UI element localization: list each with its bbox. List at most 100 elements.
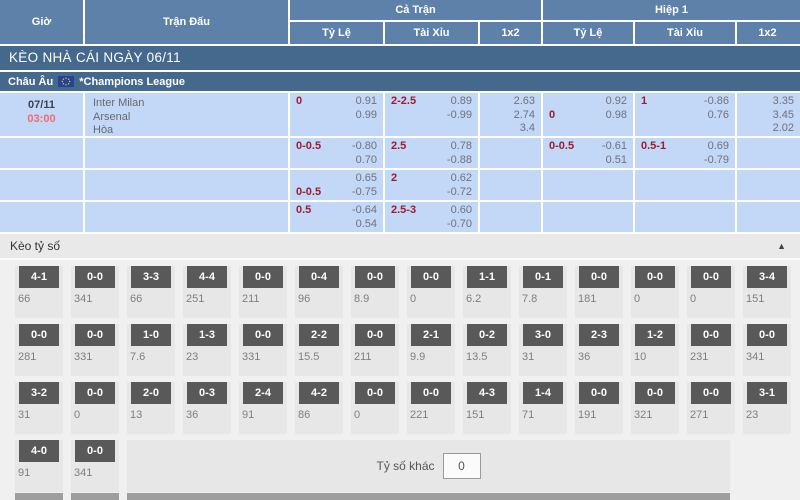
ft-over-under-cell[interactable]: 2-2.5 0.89 -0.99: [385, 93, 480, 138]
score-bet-cell[interactable]: 0-0 191: [575, 382, 623, 434]
ft-handicap-cell[interactable]: 0-0.5 -0.80 0.70: [290, 138, 385, 170]
cutoff-wide-panel: [127, 493, 730, 500]
handicap-label: 2.5-3: [391, 204, 417, 216]
score-bet-cell[interactable]: 0-0 271: [687, 382, 735, 434]
score-odds-value: 71: [522, 409, 535, 421]
score-bet-cell[interactable]: 3-1 23: [743, 382, 791, 434]
score-grid: 4-1 66 0-0 341 3-3 66 4-4 251 0-0 211 0-4 96 0-0 8.9 0…: [0, 260, 800, 492]
odds-line: 1 -0.86: [641, 95, 729, 109]
score-bet-cell[interactable]: 0-2 13.5: [463, 324, 511, 376]
score-bet-cell[interactable]: 3-3 66: [127, 266, 175, 318]
score-section-header[interactable]: Kèo tỷ số ▲: [0, 234, 800, 260]
score-chip: 3-2: [19, 382, 59, 404]
odds-line: 0.99: [296, 109, 377, 123]
h1-over-under-cell[interactable]: [635, 170, 737, 202]
score-bet-cell[interactable]: 0-0 8.9: [351, 266, 399, 318]
h1-handicap-cell[interactable]: [543, 202, 635, 234]
ft-handicap-cell[interactable]: 0 0.91 0.99: [290, 93, 385, 138]
score-bet-cell[interactable]: 4-4 251: [183, 266, 231, 318]
odds-value: -0.79: [703, 153, 729, 166]
score-bet-cell[interactable]: 1-2 10: [631, 324, 679, 376]
score-bet-cell[interactable]: 0-0 211: [351, 324, 399, 376]
time-cell: [0, 202, 85, 234]
odds-value: 0.92: [605, 95, 627, 107]
h1-over-under-cell[interactable]: [635, 202, 737, 234]
score-bet-cell[interactable]: 0-0 181: [575, 266, 623, 318]
score-bet-cell[interactable]: 4-2 86: [295, 382, 343, 434]
score-bet-cell[interactable]: 0-0 341: [71, 266, 119, 318]
score-odds-value: 23: [746, 409, 759, 421]
ft-over-under-cell[interactable]: 2 0.62 -0.72: [385, 170, 480, 202]
score-bet-cell[interactable]: 0-4 96: [295, 266, 343, 318]
collapse-chevron-up-icon[interactable]: ▲: [777, 241, 786, 251]
h1-handicap-cell[interactable]: 0-0.5 -0.61 0.51: [543, 138, 635, 170]
score-bet-cell[interactable]: 0-0 0: [351, 382, 399, 434]
odds-line: -0.79: [641, 154, 729, 168]
score-chip: 3-4: [747, 266, 787, 288]
score-chip: 4-4: [187, 266, 227, 288]
h1-1x2-cell[interactable]: 3.35 3.45 2.02: [737, 93, 800, 138]
score-bet-cell[interactable]: 0-0 0: [631, 266, 679, 318]
odds-line: 0.76: [641, 109, 729, 123]
odds-line: 0.54: [296, 218, 377, 232]
score-bet-cell[interactable]: 0-0 0: [407, 266, 455, 318]
ft-handicap-cell[interactable]: 0.65 0-0.5 -0.75: [290, 170, 385, 202]
score-bet-cell[interactable]: 3-2 31: [15, 382, 63, 434]
score-bet-cell[interactable]: 1-0 7.6: [127, 324, 175, 376]
score-bet-cell[interactable]: 2-0 13: [127, 382, 175, 434]
h1-handicap-cell[interactable]: 0.92 0 0.98: [543, 93, 635, 138]
odds-value: 3.45: [772, 108, 794, 121]
league-region: Châu Âu: [8, 75, 54, 88]
score-bet-cell[interactable]: 0-0 0: [71, 382, 119, 434]
ft-handicap-cell[interactable]: 0.5 -0.64 0.54: [290, 202, 385, 234]
score-bet-cell[interactable]: 3-4 151: [743, 266, 791, 318]
ft-1x2-cell[interactable]: 2.63 2.74 3.4: [480, 93, 543, 138]
score-bet-cell[interactable]: 0-0 281: [15, 324, 63, 376]
score-bet-cell[interactable]: 0-1 7.8: [519, 266, 567, 318]
h1-1x2-cell[interactable]: [737, 170, 800, 202]
score-bet-cell[interactable]: 3-0 31: [519, 324, 567, 376]
score-bet-cell[interactable]: 0-0 221: [407, 382, 455, 434]
score-odds-value: 341: [74, 467, 93, 479]
score-bet-cell[interactable]: 2-1 9.9: [407, 324, 455, 376]
h1-over-under-cell[interactable]: 1 -0.86 0.76: [635, 93, 737, 138]
score-bet-cell[interactable]: 0-0 321: [631, 382, 679, 434]
score-bet-cell[interactable]: 0-0 341: [743, 324, 791, 376]
odds-line: 0.5-1 0.69: [641, 140, 729, 154]
score-odds-value: 23: [186, 351, 199, 363]
ft-over-under-cell[interactable]: 2.5-3 0.60 -0.70: [385, 202, 480, 234]
score-bet-cell[interactable]: 0-0 331: [239, 324, 287, 376]
h1-1x2-cell[interactable]: [737, 138, 800, 170]
score-bet-cell[interactable]: 0-0 231: [687, 324, 735, 376]
ft-1x2-cell[interactable]: [480, 170, 543, 202]
ft-1x2-cell[interactable]: [480, 138, 543, 170]
score-bet-cell[interactable]: 0-0 331: [71, 324, 119, 376]
score-bet-cell[interactable]: 1-3 23: [183, 324, 231, 376]
odds-value: 0.78: [450, 140, 472, 152]
ft-1x2-cell[interactable]: [480, 202, 543, 234]
score-bet-cell[interactable]: 2-3 36: [575, 324, 623, 376]
h1-handicap-cell[interactable]: [543, 170, 635, 202]
ft-over-under-cell[interactable]: 2.5 0.78 -0.88: [385, 138, 480, 170]
score-bet-cell[interactable]: 4-1 66: [15, 266, 63, 318]
odds-value: 0.91: [355, 95, 377, 107]
score-bet-cell[interactable]: 0-0 211: [239, 266, 287, 318]
other-score-input[interactable]: 0: [442, 453, 481, 479]
score-bet-cell[interactable]: 4-3 151: [463, 382, 511, 434]
score-bet-cell[interactable]: 2-2 15.5: [295, 324, 343, 376]
odds-value: 0.99: [355, 108, 377, 121]
score-bet-cell[interactable]: 0-0 0: [687, 266, 735, 318]
score-odds-value: 9.9: [410, 351, 426, 363]
score-bet-cell[interactable]: 0-0 341: [71, 440, 119, 492]
score-bet-cell[interactable]: 4-0 91: [15, 440, 63, 492]
score-bet-cell[interactable]: 2-4 91: [239, 382, 287, 434]
score-odds-value: 10: [634, 351, 647, 363]
h1-over-under-cell[interactable]: 0.5-1 0.69 -0.79: [635, 138, 737, 170]
h1-1x2-cell[interactable]: [737, 202, 800, 234]
score-odds-value: 36: [186, 409, 199, 421]
score-bet-cell[interactable]: 1-1 6.2: [463, 266, 511, 318]
odds-row: 0.5 -0.64 0.54 2.5-3 0.60 -0.70: [0, 202, 800, 234]
score-chip: 1-0: [131, 324, 171, 346]
score-bet-cell[interactable]: 0-3 36: [183, 382, 231, 434]
score-bet-cell[interactable]: 1-4 71: [519, 382, 567, 434]
